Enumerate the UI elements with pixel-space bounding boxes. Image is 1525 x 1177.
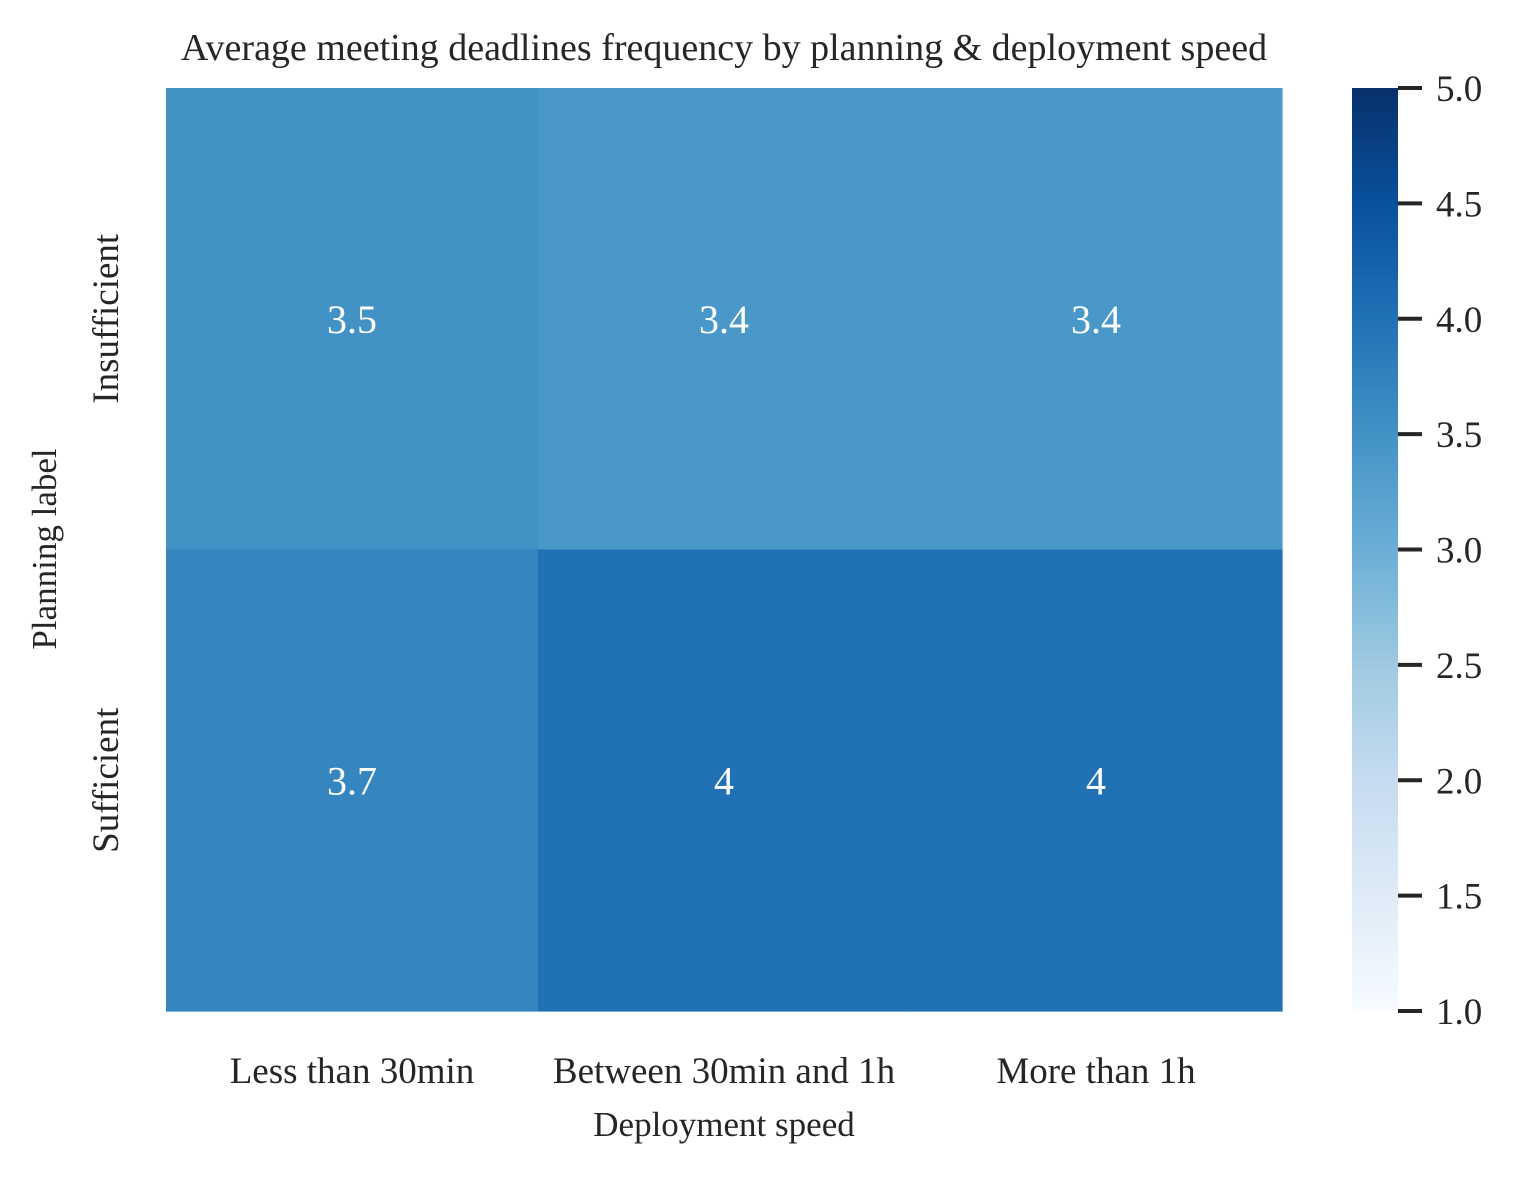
y-axis-label: Planning label (25, 448, 64, 649)
chart-title: Average meeting deadlines frequency by p… (181, 27, 1267, 69)
cell-value-label: 3.5 (327, 297, 377, 342)
colorbar-ticks: 1.0 1.5 2.0 2.5 3.0 3.5 4.0 4.5 5.0 (1398, 69, 1482, 1033)
x-tick-label: More than 1h (996, 1051, 1196, 1092)
colorbar (1352, 88, 1398, 1011)
cell-value-label: 4 (1086, 758, 1106, 803)
cell-value-label: 3.4 (1071, 297, 1121, 342)
heatmap-cells (166, 88, 1283, 1012)
heatmap-cell (538, 549, 911, 1012)
y-tick-label: Insufficient (86, 233, 127, 404)
x-tick-labels: Less than 30min Between 30min and 1h More … (230, 1051, 1196, 1092)
colorbar-tick-label: 3.0 (1436, 531, 1482, 572)
y-tick-labels: Insufficient Sufficient (86, 233, 127, 853)
colorbar-tick-label: 4.5 (1436, 184, 1482, 225)
cell-value-label: 3.4 (699, 297, 749, 342)
cell-value-label: 4 (714, 758, 734, 803)
colorbar-tick-label: 5.0 (1436, 69, 1482, 110)
heatmap-cell (166, 88, 539, 551)
colorbar-tick-label: 1.0 (1436, 992, 1482, 1033)
colorbar-tick-label: 1.5 (1436, 877, 1482, 918)
x-tick-label: Between 30min and 1h (553, 1051, 896, 1092)
heatmap-cell (910, 88, 1283, 551)
x-tick-label: Less than 30min (230, 1051, 475, 1092)
heatmap-cell (538, 88, 911, 551)
colorbar-tick-label: 4.0 (1436, 300, 1482, 341)
colorbar-tick-label: 3.5 (1436, 415, 1482, 456)
colorbar-tick-label: 2.5 (1436, 646, 1482, 687)
heatmap-cell (166, 549, 539, 1012)
y-tick-label: Sufficient (86, 707, 127, 853)
cell-value-label: 3.7 (327, 758, 377, 803)
heatmap-cell (910, 549, 1283, 1012)
cell-annotations: 3.5 3.4 3.4 3.7 4 4 (327, 297, 1121, 804)
colorbar-tick-label: 2.0 (1436, 761, 1482, 802)
x-axis-label: Deployment speed (593, 1105, 855, 1144)
